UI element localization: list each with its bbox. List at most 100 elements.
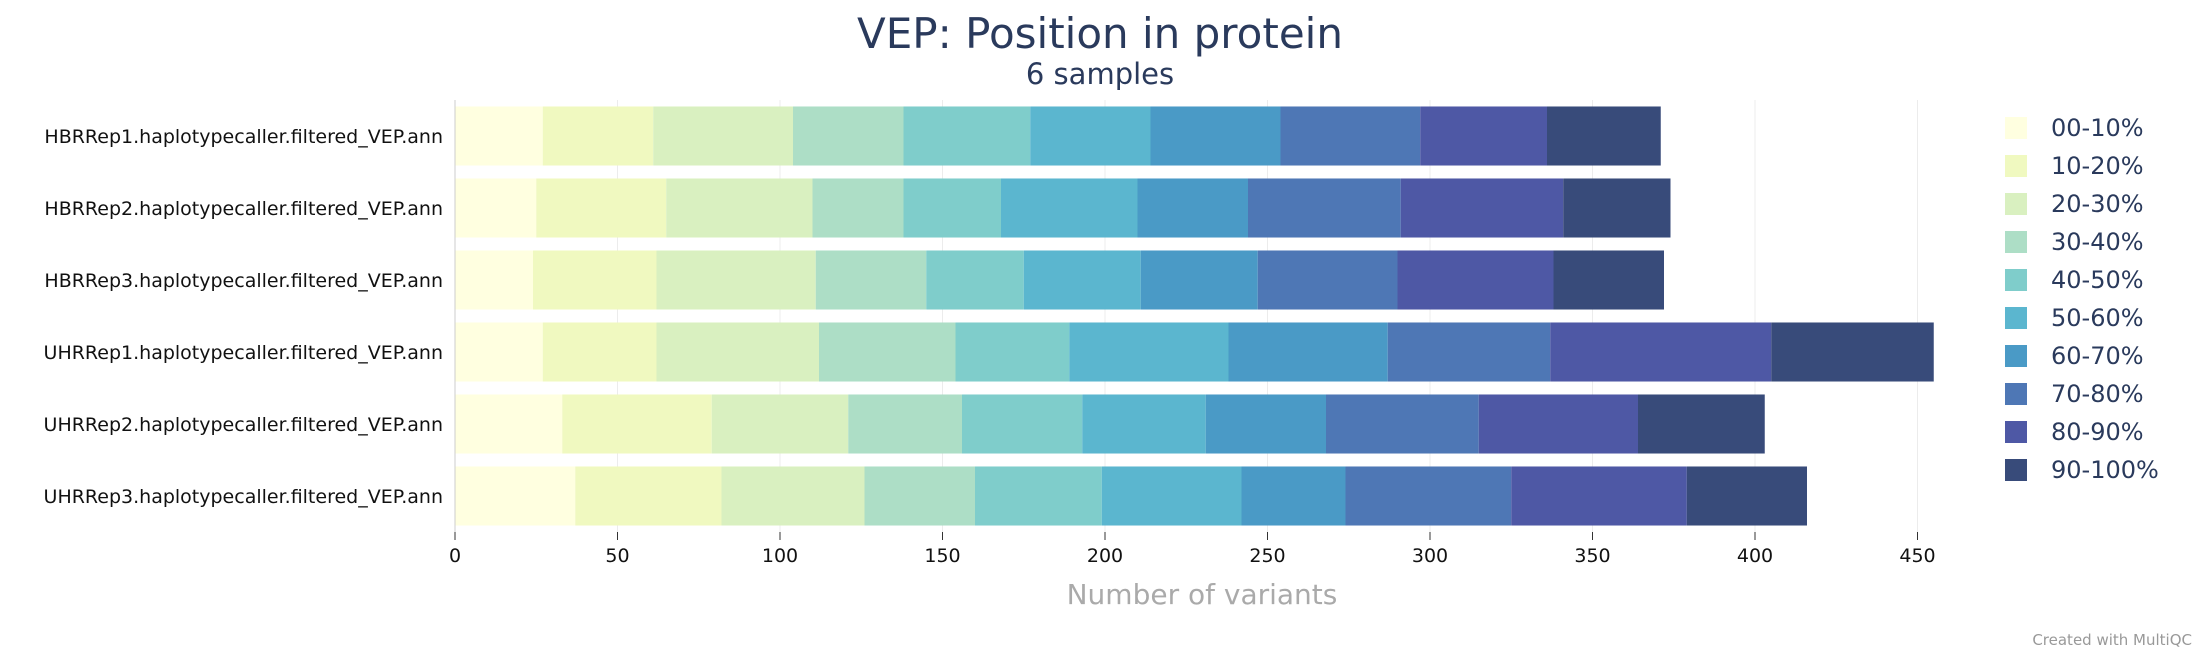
bar-segment[interactable] — [815, 250, 927, 310]
chart-title: VEP: Position in protein — [857, 9, 1343, 58]
bar-segment[interactable] — [848, 394, 962, 454]
bar-segment[interactable] — [1478, 394, 1638, 454]
bar-segment[interactable] — [542, 106, 654, 166]
bar-segment[interactable] — [711, 394, 849, 454]
legend-swatch[interactable] — [2005, 421, 2027, 443]
bar-segment[interactable] — [1563, 178, 1671, 238]
bar-segment[interactable] — [1280, 106, 1421, 166]
legend-swatch[interactable] — [2005, 307, 2027, 329]
bar-segment[interactable] — [1150, 106, 1281, 166]
legend: 00-10% 10-20% 20-30% 30-40% 40-50% 50-60% 60-7… — [2005, 114, 2159, 484]
bar-segment[interactable] — [1326, 394, 1479, 454]
bar-segment[interactable] — [1553, 250, 1665, 310]
x-tick-label: 300 — [1412, 545, 1448, 567]
bar-segment[interactable] — [1137, 178, 1249, 238]
bar-segment[interactable] — [1082, 394, 1206, 454]
x-tick-label: 200 — [1087, 545, 1123, 567]
bar-segment[interactable] — [1023, 250, 1141, 310]
bar-segment[interactable] — [1345, 466, 1512, 526]
bar-segment[interactable] — [903, 178, 1002, 238]
legend-swatch[interactable] — [2005, 155, 2027, 177]
x-tick-label: 100 — [762, 545, 798, 567]
bar-segment[interactable] — [812, 178, 904, 238]
legend-label[interactable]: 00-10% — [2051, 114, 2144, 142]
bar-segment[interactable] — [666, 178, 813, 238]
legend-swatch[interactable] — [2005, 117, 2027, 139]
bar-segment[interactable] — [1420, 106, 1547, 166]
bar-segment[interactable] — [975, 466, 1102, 526]
x-tick-label: 350 — [1574, 545, 1610, 567]
legend-label[interactable]: 30-40% — [2051, 228, 2144, 256]
bar-segment[interactable] — [536, 178, 667, 238]
bar-segment[interactable] — [926, 250, 1024, 310]
x-tick-label: 450 — [1899, 545, 1935, 567]
bar-segment[interactable] — [864, 466, 976, 526]
category-label: HBRRep1.haplotypecaller.filtered_VEP.ann — [44, 126, 443, 148]
bar-segment[interactable] — [1241, 466, 1346, 526]
bar-segment[interactable] — [793, 106, 904, 166]
legend-label[interactable]: 10-20% — [2051, 152, 2144, 180]
bar-segment[interactable] — [903, 106, 1031, 166]
bar-segment[interactable] — [1030, 106, 1151, 166]
credit-text: Created with MultiQC — [2032, 631, 2192, 649]
x-tick-label: 400 — [1737, 545, 1773, 567]
legend-label[interactable]: 20-30% — [2051, 190, 2144, 218]
legend-label[interactable]: 80-90% — [2051, 418, 2144, 446]
category-label: HBRRep3.haplotypecaller.filtered_VEP.ann — [44, 270, 443, 292]
bar-segment[interactable] — [455, 466, 576, 526]
bar-segment[interactable] — [1257, 250, 1398, 310]
bar-segment[interactable] — [1397, 250, 1554, 310]
bar-segment[interactable] — [1638, 394, 1765, 454]
bar-segment[interactable] — [955, 322, 1070, 382]
category-labels: HBRRep1.haplotypecaller.filtered_VEP.ann… — [44, 126, 443, 508]
bar-segment[interactable] — [542, 322, 657, 382]
category-label: UHRRep2.haplotypecaller.filtered_VEP.ann — [44, 414, 443, 436]
bar-segment[interactable] — [721, 466, 865, 526]
bar-segment[interactable] — [455, 178, 537, 238]
bar-segment[interactable] — [656, 322, 820, 382]
bar-segment[interactable] — [819, 322, 956, 382]
bar-segment[interactable] — [1771, 322, 1934, 382]
bar-segment[interactable] — [455, 394, 563, 454]
bar-segment[interactable] — [1001, 178, 1138, 238]
bar-segment[interactable] — [962, 394, 1083, 454]
bar-segment[interactable] — [562, 394, 712, 454]
legend-label[interactable]: 90-100% — [2051, 456, 2159, 484]
legend-swatch[interactable] — [2005, 193, 2027, 215]
x-axis-ticks: 0 50 100 150 200 250 300 350 400 450 — [449, 532, 1936, 567]
legend-label[interactable]: 70-80% — [2051, 380, 2144, 408]
bar-segment[interactable] — [1248, 178, 1401, 238]
legend-label[interactable]: 40-50% — [2051, 266, 2144, 294]
legend-swatch[interactable] — [2005, 231, 2027, 253]
bar-segment[interactable] — [653, 106, 793, 166]
legend-swatch[interactable] — [2005, 383, 2027, 405]
bar-segment[interactable] — [1400, 178, 1564, 238]
bar-segment[interactable] — [1069, 322, 1229, 382]
bar-segment[interactable] — [575, 466, 722, 526]
gridlines — [454, 100, 1918, 532]
bar-segment[interactable] — [1686, 466, 1807, 526]
legend-swatch[interactable] — [2005, 459, 2027, 481]
x-tick-label: 0 — [449, 545, 461, 567]
bar-segment[interactable] — [455, 106, 543, 166]
bar-segment[interactable] — [1511, 466, 1687, 526]
bar-segment[interactable] — [1547, 106, 1661, 166]
bar-segment[interactable] — [455, 322, 543, 382]
bar-segment[interactable] — [1140, 250, 1258, 310]
legend-swatch[interactable] — [2005, 345, 2027, 367]
legend-swatch[interactable] — [2005, 269, 2027, 291]
bar-segment[interactable] — [656, 250, 816, 310]
bar-segment[interactable] — [533, 250, 657, 310]
x-tick-label: 250 — [1249, 545, 1285, 567]
legend-label[interactable]: 50-60% — [2051, 304, 2144, 332]
category-label: HBRRep2.haplotypecaller.filtered_VEP.ann — [44, 198, 443, 220]
bar-segment[interactable] — [1387, 322, 1551, 382]
bar-segment[interactable] — [1101, 466, 1242, 526]
chart-subtitle: 6 samples — [1026, 57, 1174, 91]
bar-segment[interactable] — [1228, 322, 1388, 382]
bar-segment[interactable] — [1205, 394, 1326, 454]
legend-label[interactable]: 60-70% — [2051, 342, 2144, 370]
bar-segment[interactable] — [1550, 322, 1772, 382]
bar-segment[interactable] — [455, 250, 533, 310]
x-tick-label: 50 — [605, 545, 629, 567]
